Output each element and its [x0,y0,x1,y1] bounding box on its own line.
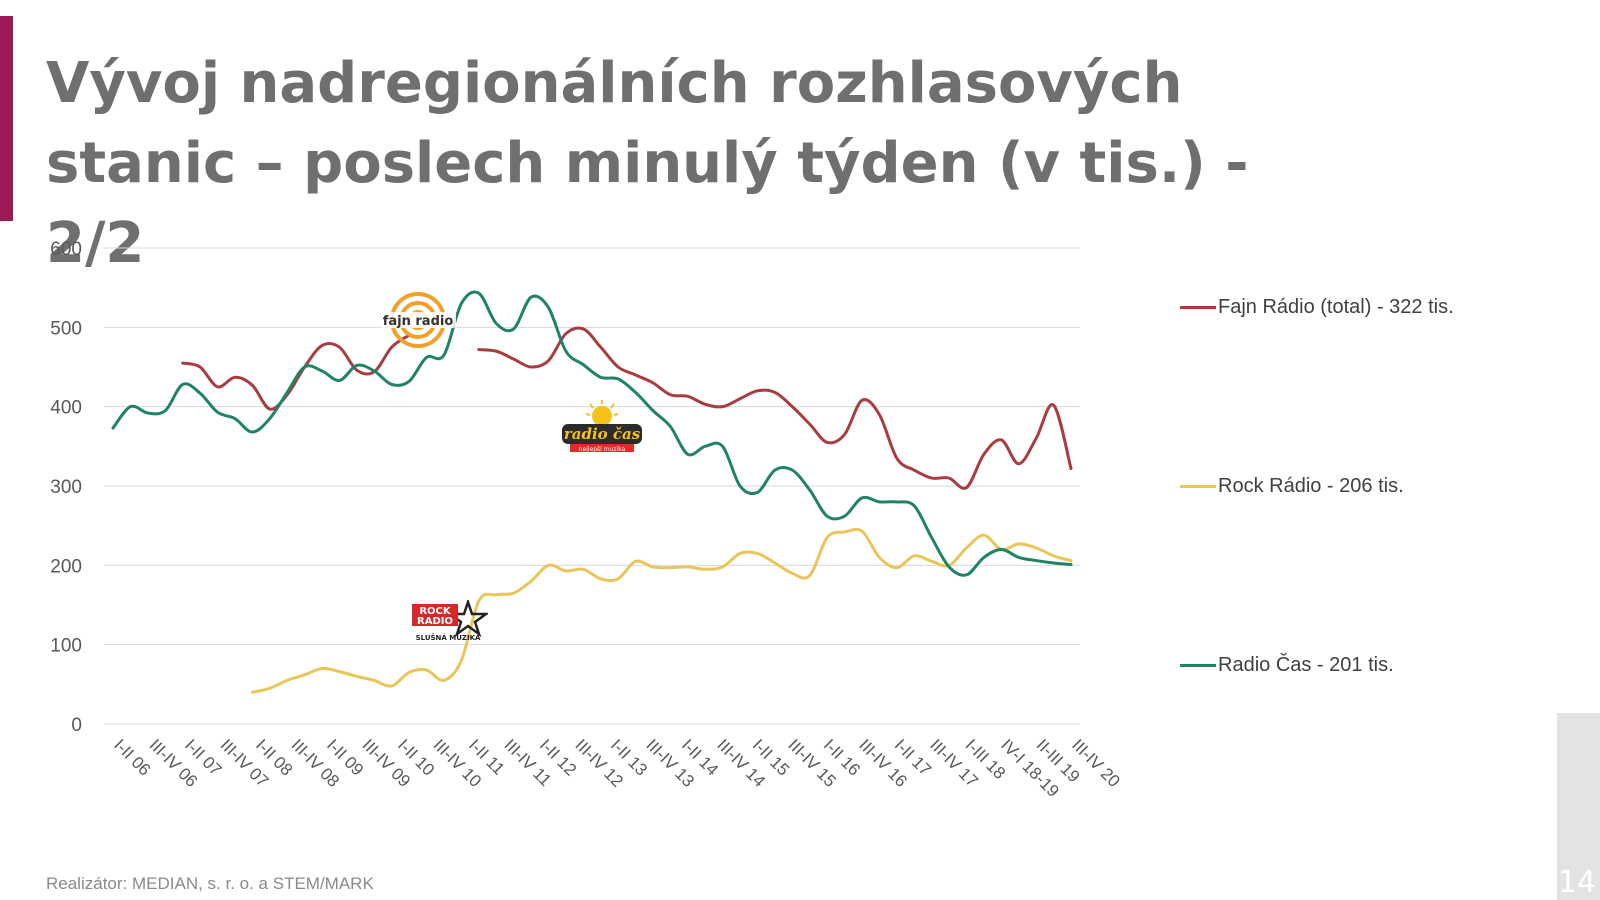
series-line-radio-cas [111,290,1073,577]
y-tick-label: 300 [50,477,82,498]
y-tick-label: 600 [50,239,82,260]
y-tick-label: 0 [71,715,82,736]
y-tick-label: 500 [50,318,82,339]
y-tick-label: 200 [50,556,82,577]
legend-item-cas: Radio Čas - 201 tis. [1180,654,1394,677]
svg-text:RADIO: RADIO [417,616,453,627]
legend-swatch-rock [1180,485,1216,488]
legend-item-rock: Rock Rádio - 206 tis. [1180,475,1404,498]
source-note: Realizátor: MEDIAN, s. r. o. a STEM/MARK [46,874,374,893]
series-line-rock-radio [250,527,1073,694]
gridlines [104,247,1080,725]
page-number: 14 [1557,865,1596,900]
y-tick-label: 100 [50,636,82,657]
legend-item-fajn: Fajn Rádio (total) - 322 tis. [1180,296,1454,319]
x-tick-label: I-II 06 [110,735,154,779]
x-tick-label: III-IV 20 [1068,735,1124,791]
page-number-box: 14 [1557,713,1600,900]
line-chart: 0 100 200 300 400 500 600 I-II 06 III-IV 06 I-II… [0,220,1600,820]
svg-text:SLUŠNÁ MUZIKA: SLUŠNÁ MUZIKA [416,633,481,642]
radio-cas-logo: radio čas nejlepší muzika [562,400,642,453]
accent-bar [0,16,13,221]
slide-title: Vývoj nadregionálních rozhlasových stani… [46,51,1249,276]
svg-text:fajn radio: fajn radio [383,314,454,329]
y-axis-tick-labels: 0 100 200 300 400 500 600 [50,239,82,736]
y-tick-label: 400 [50,398,82,419]
legend-label-cas: Radio Čas - 201 tis. [1218,654,1394,676]
legend-swatch-fajn [1180,306,1216,309]
svg-text:ROCK: ROCK [419,606,452,617]
legend-label-rock: Rock Rádio - 206 tis. [1218,475,1404,497]
series-line-fajn-radio [181,333,411,411]
legend-label-fajn: Fajn Rádio (total) - 322 tis. [1218,296,1454,318]
series-lines [111,290,1073,694]
series-line-fajn-radio [477,326,1073,490]
svg-text:radio čas: radio čas [564,425,641,443]
rock-radio-logo: ROCK RADIO SLUŠNÁ MUZIKA [412,600,488,642]
svg-text:nejlepší muzika: nejlepší muzika [579,446,626,453]
fajn-radio-logo: fajn radio [380,292,456,348]
legend-swatch-cas [1180,664,1216,667]
